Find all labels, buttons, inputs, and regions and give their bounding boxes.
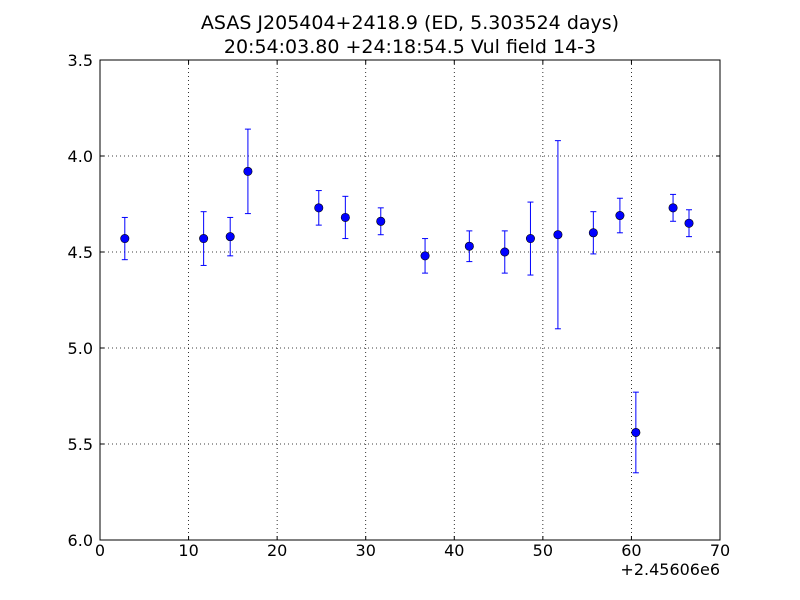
x-tick-label: 30 — [356, 541, 376, 560]
x-tick-label: 40 — [444, 541, 464, 560]
data-point — [420, 251, 430, 261]
y-tick-label: 5.5 — [68, 435, 93, 454]
data-point — [588, 228, 598, 238]
y-tick-label: 5.0 — [68, 339, 93, 358]
chart-subtitle: 20:54:03.80 +24:18:54.5 Vul field 14-3 — [224, 36, 596, 58]
data-point — [243, 166, 253, 176]
data-point — [668, 203, 678, 213]
chart-title: ASAS J205404+2418.9 (ED, 5.303524 days) — [201, 12, 619, 34]
data-point — [631, 427, 641, 437]
data-point — [199, 234, 209, 244]
error-bars — [121, 128, 692, 474]
x-tick-label: 50 — [533, 541, 553, 560]
data-point — [120, 234, 130, 244]
y-axis-tick-labels: 3.5 4.0 4.5 5.0 5.5 6.0 — [68, 51, 93, 550]
x-axis-offset-label: +2.45606e6 — [620, 560, 720, 579]
data-point — [340, 212, 350, 222]
y-tick-label: 4.5 — [68, 243, 93, 262]
data-point — [500, 247, 510, 257]
data-points — [120, 166, 694, 437]
x-tick-label: 70 — [710, 541, 730, 560]
y-tick-label: 6.0 — [68, 531, 93, 550]
x-tick-label: 20 — [267, 541, 287, 560]
data-point — [225, 232, 235, 242]
data-point — [684, 218, 694, 228]
grid-lines — [100, 60, 720, 540]
x-tick-label: 10 — [178, 541, 198, 560]
data-point — [525, 234, 535, 244]
data-point — [553, 230, 563, 240]
y-tick-label: 4.0 — [68, 147, 93, 166]
x-axis-tick-labels: 0 10 20 30 40 50 60 70 — [95, 541, 730, 560]
data-point — [615, 211, 625, 221]
x-tick-label: 0 — [95, 541, 105, 560]
x-tick-label: 60 — [621, 541, 641, 560]
plot-frame — [99, 59, 721, 541]
axis-ticks — [99, 59, 721, 541]
y-tick-label: 3.5 — [68, 51, 93, 70]
data-point — [464, 241, 474, 251]
data-point — [376, 216, 386, 226]
data-point — [314, 203, 324, 213]
